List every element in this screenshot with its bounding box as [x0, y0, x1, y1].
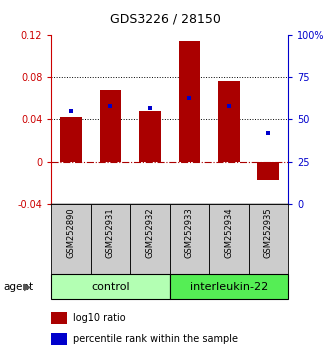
Text: interleukin-22: interleukin-22 — [190, 282, 268, 292]
Text: agent: agent — [3, 282, 33, 292]
Bar — [51, 333, 67, 346]
Bar — [100, 90, 121, 161]
Bar — [91, 204, 130, 274]
Bar — [51, 204, 91, 274]
Bar — [139, 111, 161, 161]
Bar — [51, 312, 67, 324]
Bar — [51, 274, 169, 299]
Text: ▶: ▶ — [24, 282, 32, 292]
Text: GSM252934: GSM252934 — [224, 207, 233, 258]
Text: GSM252931: GSM252931 — [106, 207, 115, 258]
Text: GSM252890: GSM252890 — [67, 207, 75, 258]
Bar — [169, 274, 288, 299]
Bar — [169, 204, 209, 274]
Text: GSM252933: GSM252933 — [185, 207, 194, 258]
Text: log10 ratio: log10 ratio — [72, 313, 125, 323]
Bar — [130, 204, 169, 274]
Bar — [249, 204, 288, 274]
Bar — [258, 161, 279, 181]
Text: GSM252932: GSM252932 — [145, 207, 155, 258]
Text: percentile rank within the sample: percentile rank within the sample — [72, 335, 238, 344]
Text: GDS3226 / 28150: GDS3226 / 28150 — [110, 12, 221, 25]
Bar — [60, 118, 82, 161]
Text: control: control — [91, 282, 130, 292]
Bar — [218, 81, 240, 161]
Text: GSM252935: GSM252935 — [264, 207, 273, 258]
Bar — [178, 41, 200, 161]
Bar — [209, 204, 249, 274]
